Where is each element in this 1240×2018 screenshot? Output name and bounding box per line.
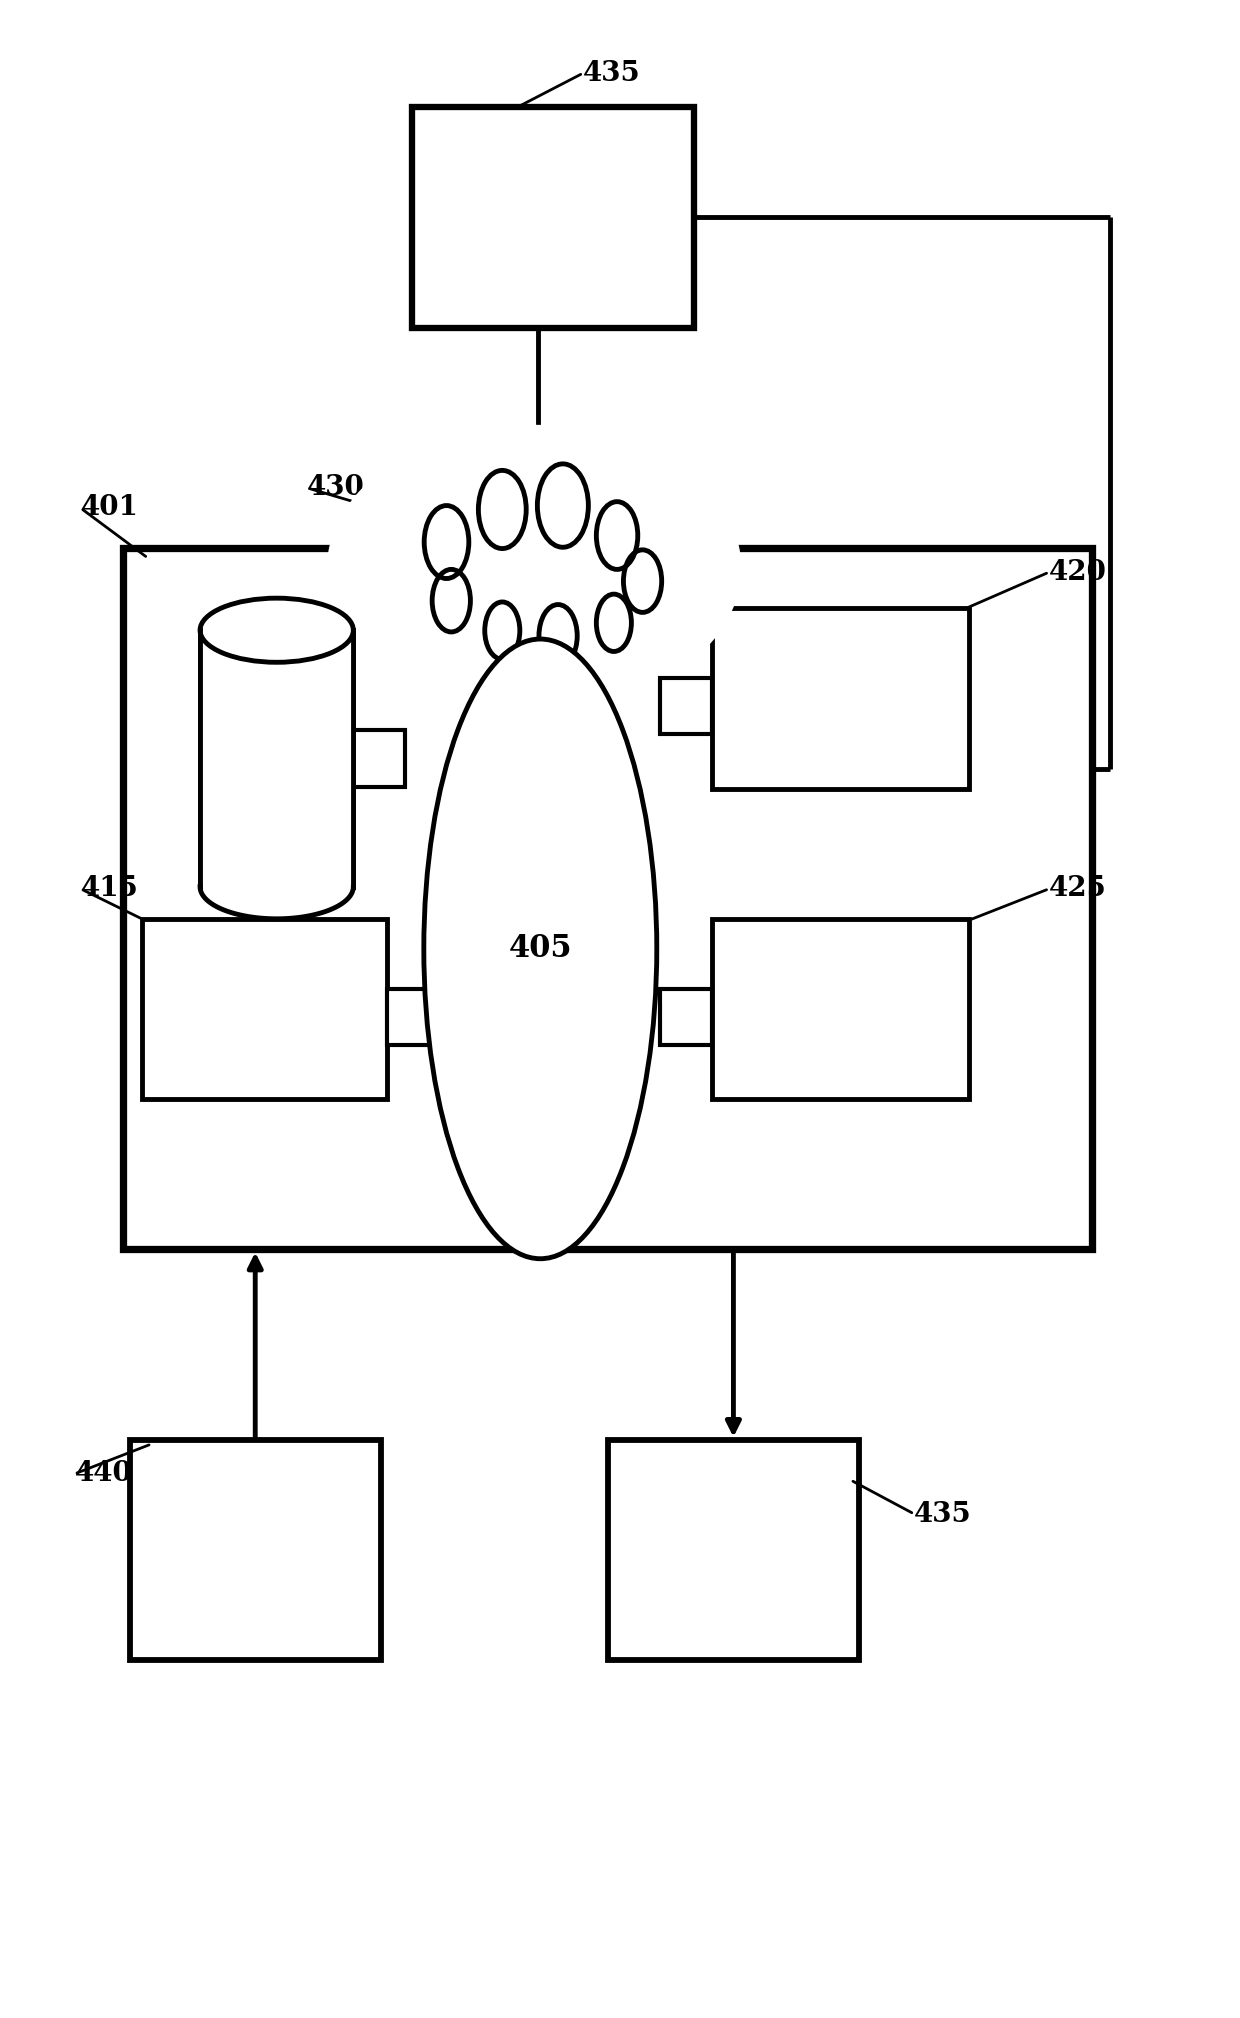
Bar: [412, 107, 693, 327]
Text: 420: 420: [1049, 559, 1107, 585]
Text: 415: 415: [81, 876, 139, 902]
Bar: [124, 549, 1092, 1249]
Bar: [129, 1441, 381, 1661]
Bar: [661, 678, 712, 735]
Bar: [201, 632, 352, 884]
Circle shape: [424, 507, 469, 579]
Circle shape: [433, 569, 470, 632]
Ellipse shape: [327, 426, 742, 712]
Circle shape: [624, 549, 662, 611]
Text: 435: 435: [914, 1501, 972, 1528]
Bar: [353, 731, 404, 787]
Ellipse shape: [424, 640, 657, 1259]
Circle shape: [537, 464, 588, 547]
Bar: [608, 1441, 859, 1661]
Circle shape: [479, 470, 526, 549]
Bar: [141, 918, 387, 1100]
Bar: [712, 607, 970, 789]
Bar: [387, 989, 439, 1045]
Circle shape: [596, 502, 637, 569]
Text: 425: 425: [1049, 876, 1107, 902]
Bar: [200, 630, 353, 886]
Circle shape: [485, 601, 520, 660]
Text: 405: 405: [508, 934, 572, 965]
Text: 401: 401: [81, 494, 139, 521]
Text: 440: 440: [74, 1461, 133, 1487]
Bar: [712, 918, 970, 1100]
Circle shape: [539, 605, 577, 668]
Ellipse shape: [200, 597, 353, 662]
Text: 435: 435: [583, 61, 641, 87]
Circle shape: [596, 593, 631, 652]
Text: 430: 430: [308, 474, 365, 500]
Bar: [661, 989, 712, 1045]
